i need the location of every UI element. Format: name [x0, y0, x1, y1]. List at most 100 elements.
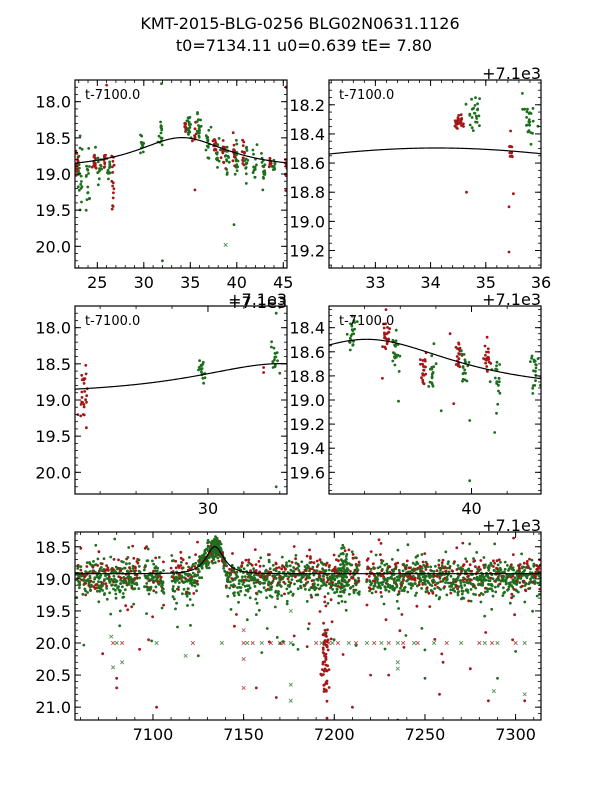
- data-point-green: [226, 154, 230, 158]
- data-point-green: [279, 585, 283, 588]
- data-point-green: [450, 585, 453, 588]
- data-point-red: [124, 604, 128, 608]
- x-tick-label: 7100: [133, 725, 174, 744]
- data-upper-limit-red: [120, 640, 125, 646]
- data-point-green: [281, 577, 285, 580]
- data-point-green: [271, 366, 275, 369]
- data-point-green: [85, 174, 88, 177]
- data-point-red: [162, 603, 166, 607]
- data-upper-limit-green: [154, 640, 159, 646]
- data-point-red: [413, 578, 417, 582]
- data-point-red: [497, 558, 501, 562]
- data-point-green: [160, 136, 164, 140]
- data-point-red: [485, 335, 489, 339]
- data-point-green: [159, 120, 163, 124]
- data-point-red: [455, 584, 459, 588]
- data-point-green: [96, 183, 100, 187]
- data-point-red: [423, 552, 427, 555]
- data-point-red: [233, 624, 236, 628]
- data-point-green: [86, 191, 90, 195]
- data-point-green: [299, 586, 303, 590]
- data-point-green: [195, 129, 199, 133]
- data-point-green: [402, 575, 406, 579]
- data-upper-limit-red: [241, 656, 246, 662]
- data-point-green: [93, 577, 97, 581]
- data-point-green: [397, 578, 401, 582]
- data-point-green: [493, 376, 497, 380]
- data-point-green: [285, 564, 289, 567]
- data-point-green: [489, 561, 493, 565]
- data-point-green: [502, 570, 506, 574]
- data-point-green: [159, 131, 163, 135]
- data-point-green: [400, 589, 404, 592]
- data-point-green: [216, 166, 219, 169]
- data-point-red: [433, 638, 437, 641]
- data-point-red: [192, 592, 196, 595]
- data-point-red: [422, 368, 426, 372]
- data-point-green: [123, 566, 126, 570]
- data-point-green: [146, 588, 150, 592]
- data-point-green: [452, 587, 455, 591]
- data-point-green: [460, 592, 464, 596]
- data-point-green: [173, 589, 177, 593]
- data-point-red: [117, 558, 120, 562]
- data-point-green: [79, 182, 83, 186]
- data-point-green: [246, 158, 250, 162]
- data-point-green: [420, 627, 424, 630]
- data-point-red: [177, 566, 181, 569]
- data-point-red: [128, 566, 131, 569]
- data-point-green: [530, 354, 534, 358]
- data-point-green: [491, 589, 494, 593]
- data-point-green: [97, 600, 101, 604]
- data-point-green: [254, 613, 258, 616]
- data-point-red: [487, 358, 490, 361]
- data-point-green: [383, 577, 387, 581]
- data-point-red: [193, 565, 197, 568]
- data-upper-limit-green: [395, 640, 400, 646]
- data-point-red: [184, 125, 187, 129]
- data-point-green: [349, 334, 353, 337]
- data-point-green: [186, 128, 189, 132]
- data-point-green: [207, 561, 211, 564]
- data-point-red: [470, 569, 473, 573]
- data-point-red: [343, 549, 347, 553]
- data-point-red: [486, 347, 490, 351]
- data-point-green: [79, 565, 83, 568]
- data-point-green: [246, 564, 250, 567]
- data-point-green: [138, 576, 142, 580]
- data-point-green: [446, 578, 449, 581]
- data-point-red: [152, 569, 156, 573]
- data-point-green: [103, 593, 106, 596]
- data-point-red: [452, 402, 456, 405]
- data-point-green: [486, 587, 490, 591]
- data-point-red: [424, 568, 428, 571]
- data-point-green: [161, 581, 165, 585]
- data-point-green: [357, 593, 361, 596]
- data-point-green: [339, 567, 343, 571]
- plot-area: [75, 82, 287, 263]
- data-point-green: [391, 585, 395, 589]
- data-point-red: [104, 582, 108, 585]
- data-point-green: [243, 593, 247, 597]
- data-point-green: [471, 129, 475, 133]
- data-point-green: [293, 582, 296, 586]
- data-point-red: [456, 116, 460, 120]
- data-upper-limit-green: [319, 640, 324, 646]
- data-point-red: [250, 563, 254, 567]
- data-point-green: [215, 552, 219, 555]
- data-point-green: [461, 567, 464, 571]
- cross-stroke: [288, 682, 293, 687]
- x-tick-label: 7150: [223, 725, 264, 744]
- data-point-green: [142, 568, 146, 572]
- data-point-green: [79, 174, 83, 178]
- data-point-green: [120, 567, 124, 571]
- data-point-green: [529, 142, 533, 146]
- data-point-red: [169, 566, 173, 570]
- data-upper-limit-green: [109, 634, 114, 639]
- data-point-red: [461, 541, 465, 545]
- data-point-red: [235, 613, 238, 616]
- data-point-green: [196, 573, 200, 577]
- data-point-green: [494, 578, 498, 582]
- data-point-green: [274, 577, 278, 580]
- data-point-red: [326, 628, 329, 632]
